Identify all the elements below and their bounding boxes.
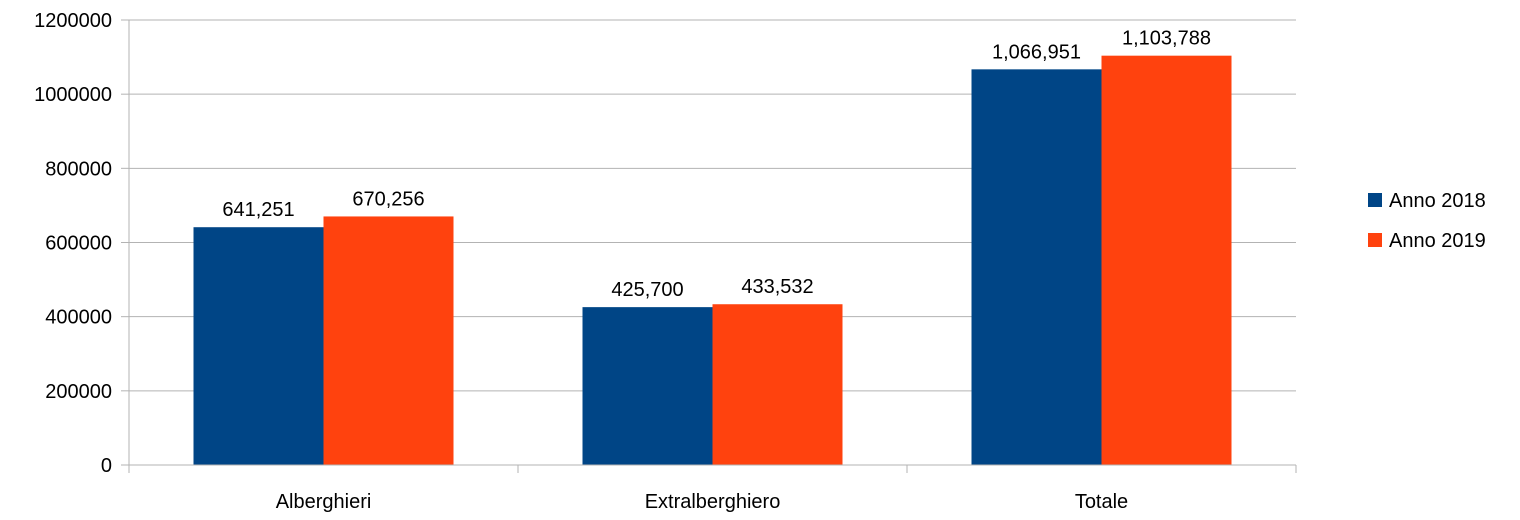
- y-tick-label: 800000: [45, 158, 112, 180]
- legend-swatch: [1368, 233, 1382, 247]
- category-label: Totale: [1075, 491, 1128, 513]
- y-tick-label: 1000000: [34, 84, 112, 106]
- data-label: 641,251: [222, 199, 294, 221]
- bar-anno-2019-totale: [1101, 55, 1232, 465]
- bars: [193, 55, 1232, 466]
- bar-anno-2019-extralberghiero: [712, 304, 843, 465]
- y-tick-label: 200000: [45, 381, 112, 403]
- data-label: 433,532: [741, 276, 813, 298]
- category-label: Extralberghiero: [645, 491, 781, 513]
- y-tick-label: 400000: [45, 307, 112, 329]
- data-label: 1,103,788: [1122, 28, 1211, 50]
- y-tick-label: 600000: [45, 233, 112, 255]
- y-tick-label: 1200000: [34, 10, 112, 32]
- y-tick-label: 0: [101, 455, 112, 477]
- legend-swatch: [1368, 193, 1382, 207]
- bar-anno-2018-extralberghiero: [582, 307, 713, 465]
- data-label: 1,066,951: [992, 41, 1081, 63]
- bar-anno-2019-alberghieri: [323, 216, 454, 465]
- data-label: 425,700: [611, 279, 683, 301]
- legend: Anno 2018 Anno 2019: [1368, 190, 1486, 252]
- bar-anno-2018-totale: [971, 69, 1102, 466]
- legend-label: Anno 2018: [1389, 190, 1486, 212]
- bar-anno-2018-alberghieri: [193, 227, 324, 465]
- labels: 0 200000 400000 600000 800000 1000000 1200000 6…: [34, 10, 1211, 513]
- data-label: 670,256: [352, 188, 424, 210]
- category-label: Alberghieri: [276, 491, 372, 513]
- axes: [121, 19, 1297, 473]
- legend-label: Anno 2019: [1389, 230, 1486, 252]
